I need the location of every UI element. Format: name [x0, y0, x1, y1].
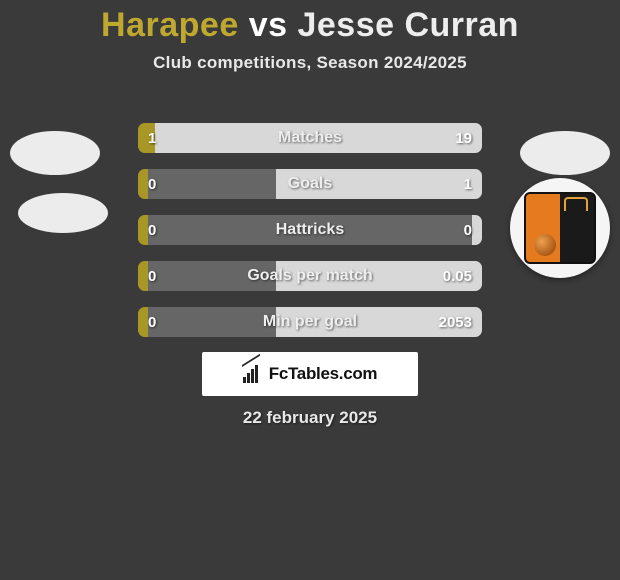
stat-label: Goals per match	[138, 261, 482, 291]
player2-club-badge	[510, 178, 610, 278]
stat-bar: 02053Min per goal	[138, 307, 482, 337]
player1-name: Harapee	[101, 6, 239, 44]
stat-bar: 01Goals	[138, 169, 482, 199]
avatar-placeholder-icon	[18, 193, 108, 233]
stat-label: Hattricks	[138, 215, 482, 245]
page-title: Harapee vs Jesse Curran	[0, 0, 620, 45]
brand-badge: FcTables.com	[202, 352, 418, 396]
club-shield-icon	[524, 192, 596, 264]
player2-name: Jesse Curran	[297, 6, 518, 44]
player1-club-avatar	[18, 168, 108, 258]
brand-text: FcTables.com	[269, 364, 378, 384]
stat-label: Min per goal	[138, 307, 482, 337]
vs-label: vs	[249, 6, 288, 44]
stat-bar: 00.05Goals per match	[138, 261, 482, 291]
avatar-placeholder-icon	[520, 131, 610, 175]
stat-label: Goals	[138, 169, 482, 199]
brand-logo-icon	[243, 365, 263, 383]
stat-bar: 119Matches	[138, 123, 482, 153]
subtitle: Club competitions, Season 2024/2025	[0, 53, 620, 73]
stats-bars: 119Matches 01Goals 00Hattricks 00.05Goals p…	[138, 123, 482, 353]
stat-label: Matches	[138, 123, 482, 153]
stat-bar: 00Hattricks	[138, 215, 482, 245]
date-label: 22 february 2025	[0, 408, 620, 428]
